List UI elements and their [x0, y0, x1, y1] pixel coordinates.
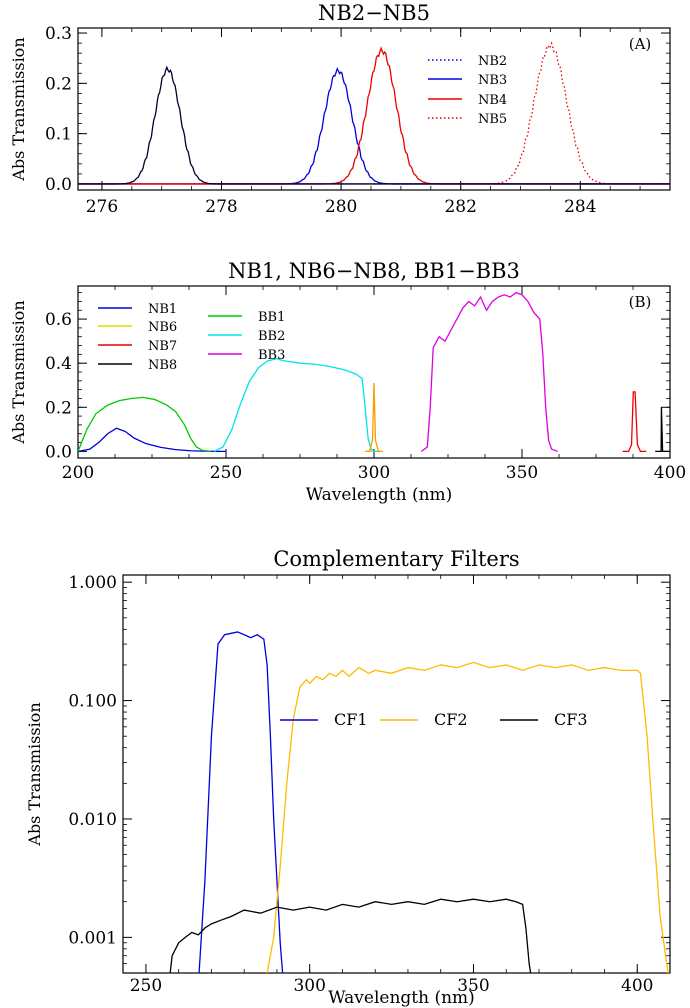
panel_a-ylabel: Abs Transmission: [9, 37, 28, 181]
panel_c-ytick-label: 1.000: [68, 573, 117, 593]
panel_c-plot-frame: [122, 574, 671, 974]
panel_c-ytick-label: 0.010: [68, 810, 117, 830]
panel_c-ytick-label: 0.001: [68, 928, 117, 948]
panel_a-ytick-label: 0.1: [45, 125, 72, 145]
panel_c-xtick-label: 250: [130, 976, 162, 996]
panel_b-legend-label-nb6: NB6: [148, 320, 177, 335]
panel_c-xtick-label: 300: [293, 976, 325, 996]
panel_b-series-nb7-line: [622, 391, 647, 453]
panel_c-legend-label-cf2: CF2: [434, 710, 468, 729]
panel_a-series-group: [78, 41, 670, 185]
panel_b-ytick-label: 0.4: [45, 354, 72, 374]
panel_a-series-nb5-line: [78, 41, 670, 185]
panel_b-series-unlabeled-7-line: [365, 383, 383, 453]
panel_b-series-group: [78, 291, 670, 453]
panel_c-ylabel: Abs Transmission: [25, 702, 44, 846]
panel_c-title: Complementary Filters: [273, 547, 519, 571]
panel_a-series-nb3-line: [78, 66, 670, 185]
panel_b-legend-label-nb1: NB1: [148, 302, 177, 317]
panel_c-series-cf1-line: [198, 631, 284, 973]
panel_a-legend-label-nb4: NB4: [478, 93, 507, 108]
panel_b-series-nb8-line: [655, 407, 670, 453]
panel_b-ytick-label: 0.2: [45, 398, 72, 418]
panel_b-ytick-label: 0.6: [45, 310, 72, 330]
panel_b-xtick-label: 350: [506, 463, 538, 483]
panel_a-xtick-label: 280: [325, 197, 357, 217]
panel_a-xtick-label: 278: [205, 197, 237, 217]
panel_b-legend-label-bb2: BB2: [258, 329, 285, 344]
panel_b-legend-label-bb1: BB1: [258, 310, 285, 325]
panel_b-title: NB1, NB6−NB8, BB1−BB3: [228, 259, 520, 283]
panel_a-chart: NB2−NB5 Abs Transmission 276 278 280 282 284 0.…: [9, 1, 671, 217]
panel_b-series-nb1-line: [78, 427, 226, 453]
panel_c-xtick-label: 400: [621, 976, 653, 996]
panel_b-legend-label-nb7: NB7: [148, 339, 177, 354]
panel_a-xtick-label: 282: [444, 197, 476, 217]
panel_a-ytick-label: 0.3: [45, 24, 72, 44]
panel_c-xtick-label: 350: [457, 976, 489, 996]
panel_c-legend-label-cf3: CF3: [554, 710, 588, 729]
panel_b-legend-label-bb3: BB3: [258, 348, 285, 363]
panel_b-xtick-label: 300: [358, 463, 390, 483]
panel_c-series-cf2-line: [266, 661, 669, 973]
panel_a-ytick-label: 0.0: [45, 175, 72, 195]
panel_b-series-bb1-line: [78, 396, 212, 453]
panel_b-ytick-label: 0.0: [45, 442, 72, 462]
panel_a-plot-frame: [77, 27, 671, 191]
panel_b-xtick-label: 250: [210, 463, 242, 483]
panel_a-title: NB2−NB5: [318, 1, 430, 25]
panel_c-series-group: [169, 631, 669, 973]
panel_b-xtick-label: 400: [654, 463, 686, 483]
panel_b-chart: NB1, NB6−NB8, BB1−BB3 Abs Transmission Wav…: [9, 259, 686, 505]
panel_b-legend-label-nb8: NB8: [148, 358, 177, 373]
panel_b-annotation: (B): [629, 293, 652, 311]
panel_b-xtick-label: 200: [62, 463, 94, 483]
panel_a-xtick-label: 284: [564, 197, 596, 217]
panel_a-series-unlabeled-4-line: [78, 65, 670, 185]
panel_a-annotation: (A): [629, 35, 652, 53]
panel_a-legend-label-nb2: NB2: [478, 54, 507, 69]
panel_b-series-bb3-line: [420, 291, 558, 452]
panel_a-legend-label-nb5: NB5: [478, 112, 507, 127]
panel_c-chart: Complementary Filters Abs Transmission Wav…: [25, 547, 671, 1008]
panel_b-ylabel: Abs Transmission: [9, 300, 28, 444]
panel_c-xlabel: Wavelength (nm): [328, 988, 475, 1008]
panel_c-series-cf3-line: [169, 898, 532, 973]
panel_a-xtick-label: 276: [86, 197, 118, 217]
panel_a-legend-label-nb3: NB3: [478, 73, 507, 88]
panel_c-legend-label-cf1: CF1: [334, 710, 368, 729]
panel_c-ytick-label: 0.100: [68, 692, 117, 712]
panel_b-series-bb2-line: [213, 358, 380, 453]
panel_b-xlabel: Wavelength (nm): [306, 485, 453, 505]
panel_a-ytick-label: 0.2: [45, 74, 72, 94]
